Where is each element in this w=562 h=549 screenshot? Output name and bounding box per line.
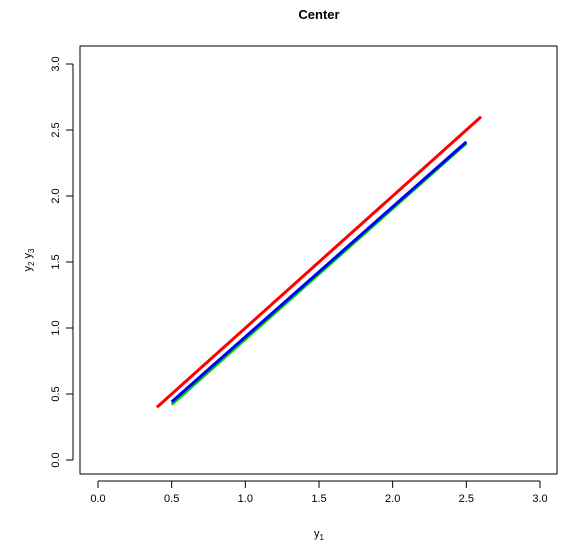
y-tick-label: 1.0 [50,320,62,335]
y-tick-label: 0.5 [50,386,62,401]
series-line-2 [170,140,468,404]
x-axis-label-sub: 1 [320,533,325,542]
series-line-3 [155,115,483,409]
y-axis-label-base-2: y [22,253,34,259]
plot-frame [79,45,558,475]
chart-title: Center [298,7,339,22]
x-tick-label: 0.0 [90,493,105,505]
y-tick-label: 3.0 [50,56,62,71]
x-tick-label: 2.5 [459,493,474,505]
x-tick-label: 0.5 [164,493,179,505]
y-axis-label-sub-1: 2 [27,261,36,266]
y-tick-label: 0.0 [50,452,62,467]
x-tick-label: 1.5 [311,493,326,505]
x-tick-label: 2.0 [385,493,400,505]
y-tick-label: 2.5 [50,122,62,137]
x-tick-label: 1.0 [238,493,253,505]
y-axis-label-sub-2: 3 [27,248,36,253]
series-layer [155,115,483,409]
x-tick-label: 3.0 [532,493,547,505]
x-axis-label: y1 [314,528,325,542]
y-axis: 0.0 0.5 1.0 1.5 2.0 2.5 3.0 [50,56,74,468]
y-axis-label-base-1: y [22,265,34,271]
y-tick-label: 1.5 [50,254,62,269]
x-axis: 0.0 0.5 1.0 1.5 2.0 2.5 3.0 [90,480,548,505]
x-axis-label-base: y [314,528,320,540]
y-tick-label: 2.0 [50,188,62,203]
y-axis-label: y2y3 [22,248,36,271]
